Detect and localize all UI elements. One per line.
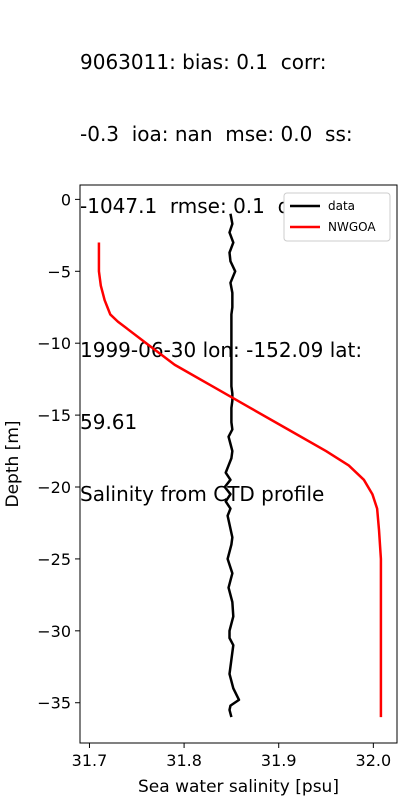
chart-title: 9063011: bias: 0.1 corr: -0.3 ioa: nan m… — [80, 2, 398, 530]
y-tick-label: −25 — [37, 550, 71, 569]
x-tick-label: 31.8 — [166, 751, 202, 770]
y-tick-label: 0 — [61, 190, 71, 209]
title-line-6: 59.61 — [80, 410, 138, 434]
x-tick-label: 31.7 — [72, 751, 108, 770]
y-tick-label: −35 — [37, 694, 71, 713]
plot-frame — [79, 184, 398, 744]
series-line-data — [223, 213, 241, 718]
y-tick-label: −15 — [37, 406, 71, 425]
y-tick-label: −30 — [37, 622, 71, 641]
y-axis-label: Depth [m] — [3, 420, 23, 507]
series-lines — [97, 213, 383, 718]
x-axis-label: Sea water salinity [psu] — [138, 777, 339, 797]
title-line-5: 1999-06-30 lon: -152.09 lat: — [80, 338, 363, 362]
y-tick-label: −10 — [37, 334, 71, 353]
legend: data NWGOA — [283, 192, 391, 242]
y-tick-label: −5 — [47, 262, 71, 281]
x-tick-label: 32.0 — [356, 751, 392, 770]
legend-label-nwgoa: NWGOA — [328, 220, 376, 234]
title-line-1: 9063011: bias: 0.1 corr: — [80, 50, 327, 74]
y-tick-label: −20 — [37, 478, 71, 497]
title-line-7: Salinity from CTD profile — [80, 482, 325, 506]
y-axis: 0 −5 −10 −15 −20 −25 −30 −35 — [37, 190, 80, 713]
legend-label-data: data — [328, 199, 355, 213]
series-line-nwgoa — [97, 242, 383, 718]
x-tick-label: 31.9 — [261, 751, 297, 770]
x-axis: 31.7 31.8 31.9 32.0 — [72, 743, 392, 770]
title-line-2: -0.3 ioa: nan mse: 0.0 ss: — [80, 122, 353, 146]
